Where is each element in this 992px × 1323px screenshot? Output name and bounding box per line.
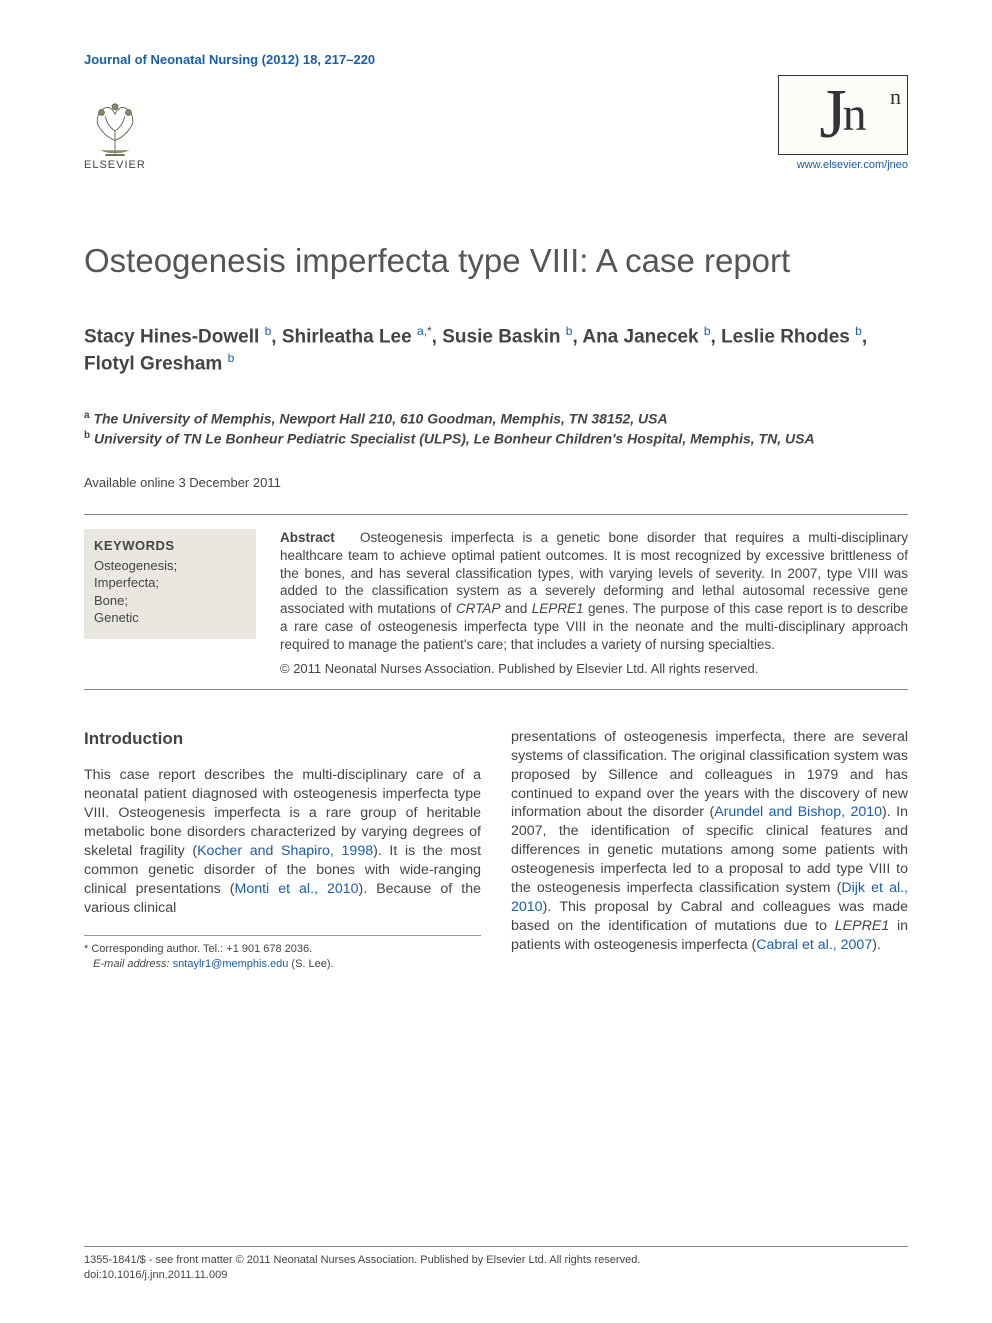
logo-row: ELSEVIER Jnn www.elsevier.com/jneo [84,75,908,171]
author-list: Stacy Hines-Dowell b, Shirleatha Lee a,*… [84,323,908,377]
affiliation-text: University of TN Le Bonheur Pediatric Sp… [94,430,815,446]
journal-url[interactable]: www.elsevier.com/jneo [797,159,908,171]
section-heading-introduction: Introduction [84,728,481,751]
affiliation-sup: a [84,410,90,421]
author-name: Stacy Hines-Dowell [84,326,259,347]
corresponding-author-block: * Corresponding author. Tel.: +1 901 678… [84,935,481,972]
intro-paragraph: This case report describes the multi-dis… [84,766,481,917]
page-footer: 1355-1841/$ - see front matter © 2011 Ne… [84,1246,908,1283]
keyword-item: Osteogenesis; [94,557,246,575]
elsevier-label: ELSEVIER [84,159,146,171]
jnn-logo-icon: Jnn [778,75,908,155]
citation-link[interactable]: Arundel and Bishop, 2010 [714,804,882,820]
keyword-item: Imperfecta; [94,574,246,592]
citation-link[interactable]: Kocher and Shapiro, 1998 [197,843,373,859]
keyword-item: Genetic [94,609,246,627]
author-affiliation-ref[interactable]: b [704,324,711,338]
body-two-column: Introduction This case report describes … [84,728,908,972]
keywords-box: KEYWORDS Osteogenesis; Imperfecta; Bone;… [84,529,256,639]
footer-doi: doi:10.1016/j.jnn.2011.11.009 [84,1268,908,1283]
affiliations-block: a The University of Memphis, Newport Hal… [84,409,908,450]
corresponding-star[interactable]: * [427,324,432,338]
gene-name: CRTAP [456,601,501,616]
left-column: Introduction This case report describes … [84,728,481,972]
email-link[interactable]: sntaylr1@memphis.edu [173,958,289,970]
gene-name: LEPRE1 [532,601,584,616]
footer-copyright: 1355-1841/$ - see front matter © 2011 Ne… [84,1253,908,1268]
keywords-title: KEYWORDS [94,537,246,555]
intro-paragraph-cont: presentations of osteogenesis imperfecta… [511,728,908,955]
keywords-abstract-block: KEYWORDS Osteogenesis; Imperfecta; Bone;… [84,514,908,690]
abstract-label: Abstract [280,530,335,545]
citation-link[interactable]: Cabral et al., 2007 [756,937,872,953]
email-label: E-mail address: [93,958,169,970]
affiliation-text: The University of Memphis, Newport Hall … [93,410,667,426]
article-title: Osteogenesis imperfecta type VIII: A cas… [84,241,908,281]
corresponding-tel: * Corresponding author. Tel.: +1 901 678… [84,942,481,957]
body-text: ). [872,937,881,953]
abstract-copyright: © 2011 Neonatal Nurses Association. Publ… [280,660,908,677]
author-affiliation-ref[interactable]: b [228,351,235,365]
author-name: Ana Janecek [582,326,698,347]
affiliation-line: a The University of Memphis, Newport Hal… [84,409,908,429]
citation-link[interactable]: Monti et al., 2010 [235,881,359,897]
email-suffix: (S. Lee). [288,958,333,970]
author-affiliation-ref[interactable]: a, [417,324,427,338]
elsevier-logo: ELSEVIER [84,97,146,171]
available-online-date: Available online 3 December 2011 [84,475,908,490]
abstract-column: Abstract Osteogenesis imperfecta is a ge… [280,529,908,677]
author-name: Susie Baskin [442,326,560,347]
journal-ref-row: Journal of Neonatal Nursing (2012) 18, 2… [84,52,908,67]
corresponding-email-line: E-mail address: sntaylr1@memphis.edu (S.… [84,957,481,972]
author-name: Shirleatha Lee [282,326,412,347]
author-affiliation-ref[interactable]: b [265,324,272,338]
author-name: Leslie Rhodes [721,326,850,347]
journal-logo-block: Jnn www.elsevier.com/jneo [778,75,908,171]
author-affiliation-ref[interactable]: b [855,324,862,338]
author-name: Flotyl Gresham [84,353,222,374]
right-column: presentations of osteogenesis imperfecta… [511,728,908,972]
affiliation-sup: b [84,430,90,441]
journal-reference: Journal of Neonatal Nursing (2012) 18, 2… [84,52,375,67]
keyword-item: Bone; [94,592,246,610]
author-affiliation-ref[interactable]: b [566,324,573,338]
affiliation-line: b University of TN Le Bonheur Pediatric … [84,429,908,449]
abstract-text: and [500,601,531,616]
gene-name: LEPRE1 [835,918,889,934]
elsevier-tree-icon [86,97,144,157]
